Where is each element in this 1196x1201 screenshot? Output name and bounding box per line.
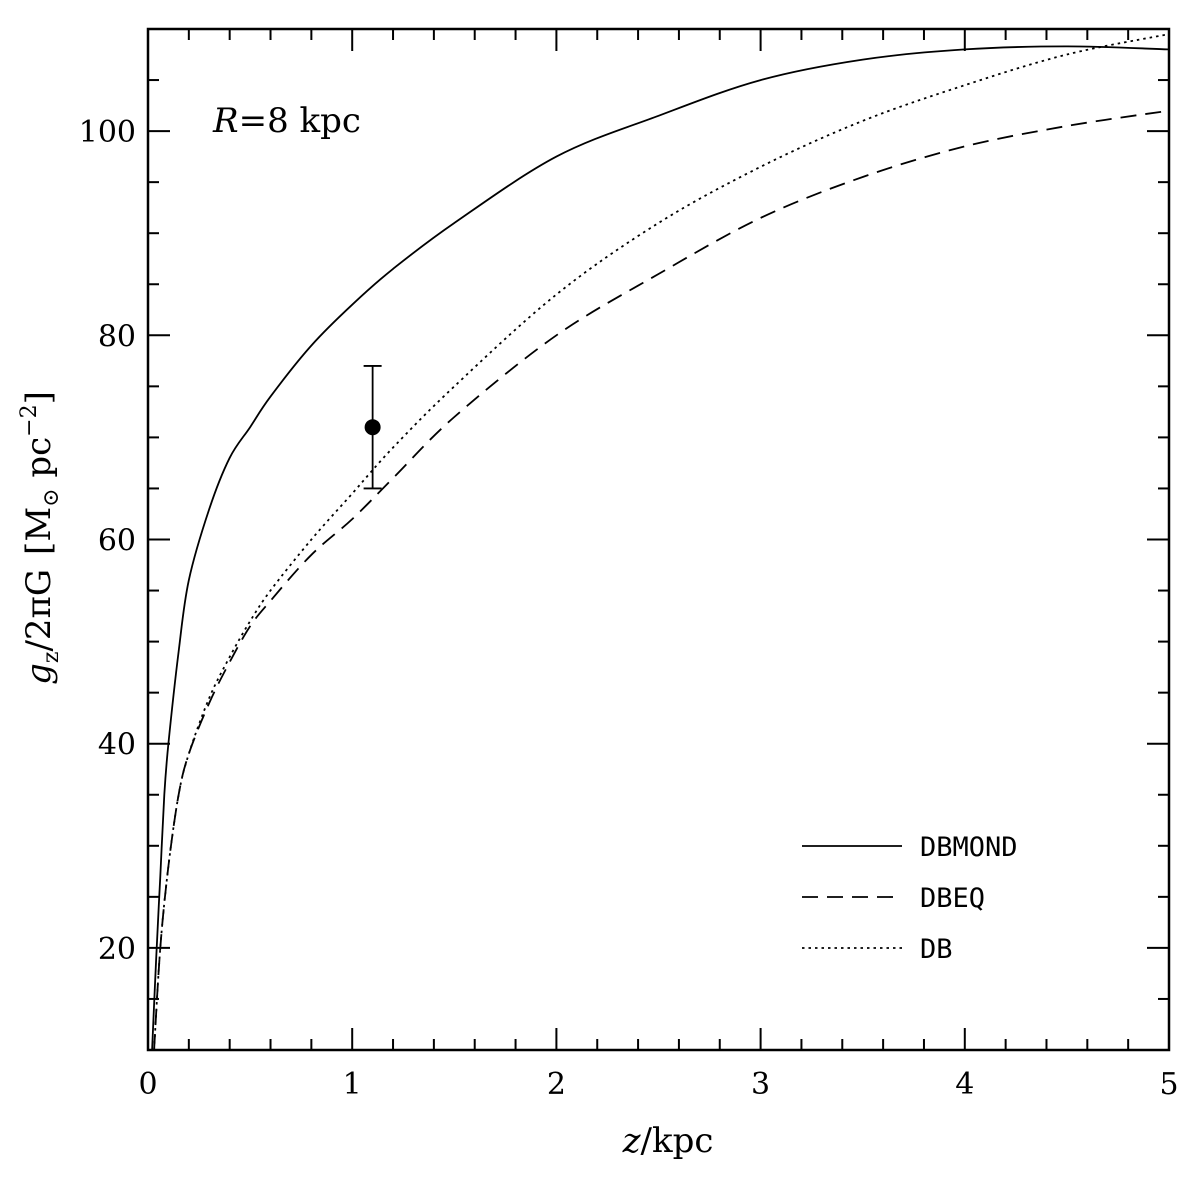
y-axis-rest: /2πG <box>19 569 59 652</box>
legend-label-dbeq: DBEQ <box>920 883 985 914</box>
plot-frame <box>146 27 1171 1052</box>
y-tick-label: 40 <box>98 728 136 763</box>
x-axis-var: z <box>622 1121 642 1161</box>
ticks-layer: 0 1 2 3 4 5 20 40 60 80 100 <box>79 28 1179 1102</box>
x-tick-label: 4 <box>955 1067 974 1102</box>
legend-label-dbmond: DBMOND <box>920 832 1018 863</box>
y-tick-label: 80 <box>98 319 136 354</box>
data-point <box>364 419 381 436</box>
y-axis-title: gz/2πG [M⊙ pc−2] <box>17 391 64 685</box>
y-axis-unit-open: [M <box>19 507 59 555</box>
series-line-dbmond <box>151 45 1170 1051</box>
y-axis-subscript: z <box>39 652 64 664</box>
series-line-db <box>153 33 1170 1051</box>
series-line-dbeq <box>153 109 1170 1051</box>
y-axis-unit-sup: −2 <box>17 404 42 436</box>
annotation-eq: = <box>239 101 268 141</box>
y-axis-unit-mid: pc <box>19 437 59 489</box>
y-axis-unit-sun: ⊙ <box>39 488 64 506</box>
y-axis-var: g <box>19 663 59 685</box>
x-axis-unit: /kpc <box>641 1121 714 1161</box>
y-axis-unit-close: ] <box>19 391 59 404</box>
curves-layer <box>151 33 1170 1051</box>
data-point-layer <box>363 365 382 490</box>
x-tick-label: 1 <box>343 1067 362 1102</box>
legend-label-db: DB <box>920 934 953 965</box>
y-tick-label: 20 <box>98 932 136 967</box>
legend: DBMOND DBEQ DB <box>802 832 1018 965</box>
x-tick-label: 5 <box>1159 1067 1178 1102</box>
x-tick-label: 2 <box>547 1067 566 1102</box>
x-tick-label: 0 <box>138 1067 157 1102</box>
radius-annotation: R=8 kpc <box>212 101 361 141</box>
y-tick-label: 100 <box>79 115 136 150</box>
x-tick-label: 3 <box>751 1067 770 1102</box>
y-tick-label: 60 <box>98 524 136 559</box>
annotation-value: 8 kpc <box>267 101 361 141</box>
x-axis-title: z/kpc <box>622 1121 714 1161</box>
annotation-var: R <box>212 101 239 141</box>
